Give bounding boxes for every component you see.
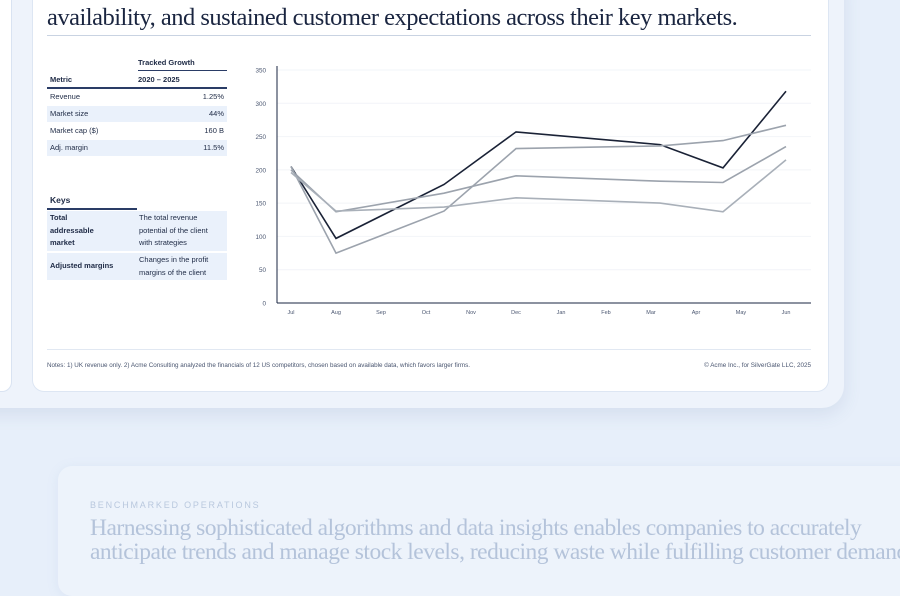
key-def-line: margins of the client: [139, 267, 207, 277]
row-value: 160 B: [204, 126, 224, 135]
y-tick-label: 100: [255, 234, 266, 241]
key-def-line: The total revenue: [139, 213, 198, 222]
x-tick-label: Mar: [646, 310, 656, 316]
headline-line: availability, and sustained customer exp…: [47, 4, 738, 31]
x-tick-label: Oct: [422, 310, 431, 316]
row-value: 1.25%: [202, 92, 224, 101]
key-def-line: with strategies: [139, 238, 187, 247]
table-row: Market cap ($) 160 B: [47, 123, 227, 139]
footnotes: Notes: 1) UK revenue only. 2) Acme Consu…: [47, 362, 471, 369]
section-headline: Harnessing sophisticated algorithms and …: [90, 515, 900, 565]
section-headline-line: anticipate trends and manage stock level…: [90, 539, 900, 565]
series-line: [290, 90, 787, 240]
y-tick-label: 0: [262, 301, 266, 308]
key-definition: The total revenue potential of the clien…: [139, 212, 225, 250]
notes-divider: [47, 349, 811, 350]
headline: availability, and sustained customer exp…: [47, 0, 827, 32]
table-row: Adj. margin 11.5%: [47, 140, 227, 156]
row-label: Market size: [50, 109, 89, 118]
series-line: [290, 145, 787, 213]
key-def-line: potential of the client: [139, 225, 208, 235]
y-tick-label: 150: [255, 201, 266, 208]
row-value: 11.5%: [203, 143, 224, 152]
copyright: © Acme Inc., for SilverGate LLC, 2025: [704, 362, 811, 369]
table-metric-header: Metric: [50, 75, 73, 84]
section-eyebrow: BENCHMARKED OPERATIONS: [90, 500, 261, 510]
y-tick-label: 50: [259, 267, 267, 274]
row-label: Adj. margin: [50, 143, 88, 152]
x-tick-label: Dec: [511, 310, 521, 316]
section-headline-line: Harnessing sophisticated algorithms and …: [90, 515, 862, 541]
x-tick-label: Jun: [782, 310, 791, 316]
y-tick-label: 300: [255, 101, 266, 108]
key-term-line: Adjusted margins: [50, 261, 114, 270]
table-header-divider: [47, 87, 227, 89]
headline-divider: [47, 35, 811, 36]
row-label: Revenue: [50, 92, 81, 101]
x-tick-label: Apr: [692, 310, 701, 316]
key-item: Total addressable market The total reven…: [47, 211, 227, 251]
x-tick-label: May: [736, 310, 747, 316]
series-line: [290, 124, 787, 255]
table-row: Revenue 1.25%: [47, 89, 227, 105]
x-tick-label: Jan: [557, 310, 566, 316]
series-line: [290, 159, 787, 213]
key-term-line: addressable: [50, 225, 94, 235]
table-row: Market size 44%: [47, 106, 227, 122]
x-tick-label: Feb: [601, 310, 610, 316]
line-chart: 0 50 100 150 200 250 300 350 Jul Aug Sep Oct Nov Dec J…: [255, 66, 811, 316]
key-term: Adjusted margins: [50, 260, 136, 273]
row-value: 44%: [208, 109, 224, 118]
y-tick-label: 250: [255, 134, 266, 141]
x-tick-label: Jul: [287, 310, 294, 316]
x-tick-label: Nov: [466, 310, 476, 316]
key-def-line: Changes in the profit: [139, 255, 209, 264]
row-label: Market cap ($): [50, 126, 99, 135]
y-tick-label: 200: [255, 167, 266, 174]
key-item: Adjusted margins Changes in the profit m…: [47, 253, 227, 280]
key-term: Total addressable market: [50, 212, 126, 250]
keys-divider: [47, 208, 137, 210]
keys-title: Keys: [50, 195, 71, 205]
key-term-line: Total: [50, 213, 68, 222]
table-group-header: Tracked Growth: [138, 58, 227, 71]
x-tick-label: Sep: [376, 310, 386, 316]
key-term-line: market: [50, 238, 75, 247]
key-definition: Changes in the profit margins of the cli…: [139, 254, 225, 279]
x-tick-label: Aug: [331, 310, 341, 316]
y-tick-label: 350: [255, 68, 266, 75]
side-card: [0, 0, 12, 392]
table-period: 2020 – 2025: [138, 75, 180, 84]
